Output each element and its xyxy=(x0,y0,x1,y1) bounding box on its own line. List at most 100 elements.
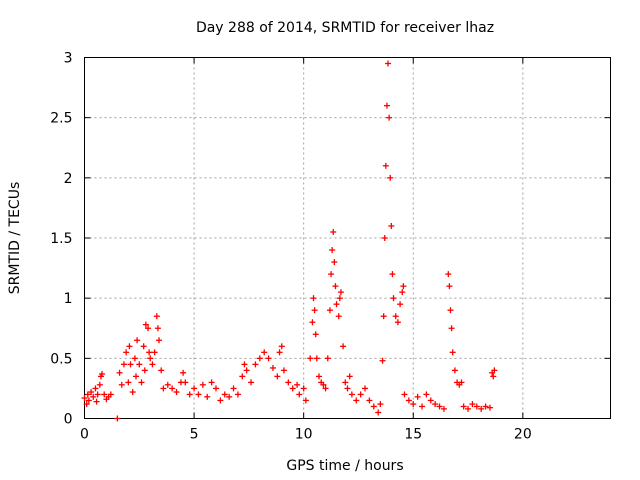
data-point xyxy=(199,381,206,388)
data-point xyxy=(405,397,412,404)
data-point xyxy=(294,381,301,388)
data-point xyxy=(208,379,215,386)
grid-lines xyxy=(84,57,611,419)
data-point xyxy=(276,349,283,356)
y-tick-label: 0 xyxy=(64,412,73,428)
data-point xyxy=(410,401,417,408)
data-point xyxy=(141,367,148,374)
data-point xyxy=(125,379,132,386)
data-point xyxy=(379,357,386,364)
data-point xyxy=(296,391,303,398)
data-point xyxy=(85,397,92,404)
data-point xyxy=(388,222,395,229)
y-tick-label: 2.5 xyxy=(50,111,72,127)
data-point xyxy=(81,395,88,402)
data-point xyxy=(377,401,384,408)
data-point xyxy=(357,391,364,398)
data-point xyxy=(99,370,106,377)
data-point xyxy=(382,162,389,169)
data-point xyxy=(153,313,160,320)
data-point xyxy=(333,301,340,308)
plot-frame xyxy=(84,57,611,419)
data-point xyxy=(312,331,319,338)
y-tick-label: 2 xyxy=(64,171,73,187)
data-point xyxy=(326,307,333,314)
data-point xyxy=(370,403,377,410)
data-point xyxy=(123,349,130,356)
data-point xyxy=(392,313,399,320)
y-tick-label: 3 xyxy=(64,51,73,67)
data-point xyxy=(129,389,136,396)
x-tick-labels: 0 5 10 15 20 xyxy=(80,427,532,443)
data-point xyxy=(440,405,447,412)
data-point xyxy=(465,405,472,412)
data-point xyxy=(390,295,397,302)
data-point xyxy=(332,283,339,290)
data-point xyxy=(213,385,219,392)
data-point xyxy=(191,385,198,392)
data-point xyxy=(432,401,439,408)
data-point xyxy=(149,361,156,368)
data-point xyxy=(120,361,127,368)
data-point xyxy=(140,343,147,350)
data-point xyxy=(331,259,338,266)
data-point xyxy=(116,369,123,376)
data-point xyxy=(469,401,476,408)
data-point xyxy=(131,355,138,362)
data-point xyxy=(88,389,95,396)
data-point xyxy=(118,381,125,388)
data-point xyxy=(311,307,318,314)
data-point xyxy=(84,391,91,398)
data-point xyxy=(375,409,382,416)
data-point xyxy=(252,361,259,368)
data-point xyxy=(336,295,343,302)
data-point xyxy=(340,343,347,350)
data-point xyxy=(401,391,408,398)
data-point xyxy=(446,283,453,290)
data-point xyxy=(322,385,329,392)
x-tick-label: 10 xyxy=(295,427,313,443)
data-point xyxy=(400,283,407,290)
data-point xyxy=(362,385,369,392)
data-point xyxy=(320,381,327,388)
data-point xyxy=(285,379,292,386)
data-point xyxy=(337,289,344,296)
chart-title: Day 288 of 2014, SRMTID for receiver lha… xyxy=(196,20,494,36)
data-point xyxy=(386,114,393,121)
data-point xyxy=(313,355,320,362)
data-point xyxy=(346,373,353,380)
data-point xyxy=(147,355,154,362)
data-point xyxy=(239,373,246,380)
data-point xyxy=(101,391,108,398)
data-point xyxy=(329,247,336,254)
data-point xyxy=(383,102,390,109)
data-point xyxy=(92,385,99,392)
x-axis-label: GPS time / hours xyxy=(286,458,403,474)
data-point xyxy=(169,385,176,392)
data-point xyxy=(381,235,388,241)
data-point xyxy=(427,397,434,404)
data-point xyxy=(256,355,263,362)
data-point xyxy=(397,301,404,308)
data-point xyxy=(335,313,342,320)
data-point xyxy=(142,321,149,328)
data-point xyxy=(261,349,268,356)
data-point xyxy=(136,361,143,368)
data-point xyxy=(380,313,387,320)
data-point xyxy=(280,367,287,374)
data-point xyxy=(274,373,281,380)
x-tick-label: 20 xyxy=(514,427,532,443)
data-point xyxy=(436,403,443,410)
data-point xyxy=(145,325,152,332)
data-point xyxy=(186,391,193,398)
data-point xyxy=(302,397,309,404)
data-point xyxy=(94,391,101,398)
data-point xyxy=(127,361,134,368)
data-point xyxy=(93,398,100,405)
data-point xyxy=(300,385,307,392)
data-point xyxy=(328,271,335,278)
data-point xyxy=(460,403,467,410)
tick-marks xyxy=(84,57,611,419)
data-point xyxy=(451,367,458,374)
x-tick-label: 0 xyxy=(80,427,89,443)
